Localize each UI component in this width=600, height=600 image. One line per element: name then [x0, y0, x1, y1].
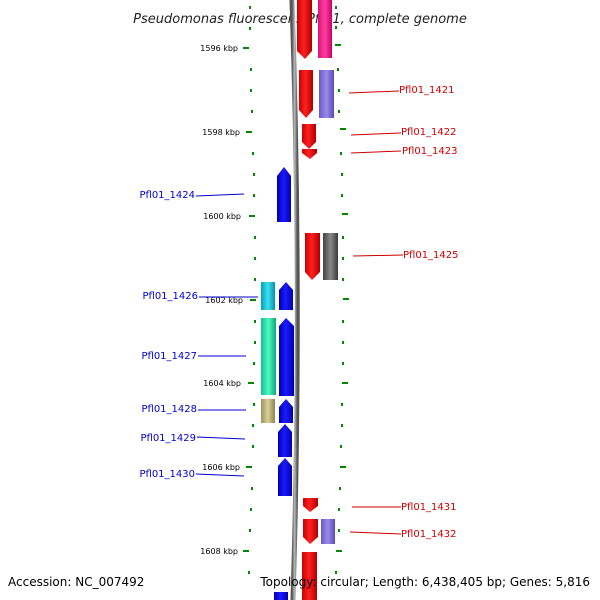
gene-arrow[interactable]	[278, 458, 292, 496]
gene-label-pfl01-1422[interactable]: Pfl01_1422	[401, 127, 457, 138]
gene-label-pfl01-1429[interactable]: Pfl01_1429	[140, 433, 196, 444]
left-ticks	[243, 6, 256, 574]
gene-label-pfl01-1426[interactable]: Pfl01_1426	[142, 291, 198, 302]
feature-box[interactable]	[321, 519, 335, 544]
gene-arrow[interactable]	[279, 282, 293, 310]
feature-box[interactable]	[261, 318, 276, 395]
gene-arrow[interactable]	[303, 519, 318, 544]
feature-box[interactable]	[302, 552, 317, 600]
reverse-gene-labels: Pfl01_1424 Pfl01_1426 Pfl01_1427 Pfl01_1…	[139, 190, 258, 480]
right-ticks	[335, 6, 349, 574]
gene-label-pfl01-1421[interactable]: Pfl01_1421	[399, 85, 455, 96]
major-tick	[243, 47, 249, 49]
major-tick	[246, 466, 252, 468]
feature-box[interactable]	[319, 70, 334, 118]
gene-arrow[interactable]	[279, 399, 293, 423]
position-label: 1606 kbp	[202, 463, 240, 472]
major-tick	[340, 128, 346, 130]
gene-label-pfl01-1427[interactable]: Pfl01_1427	[141, 351, 197, 362]
leader-line	[348, 90, 400, 94]
leader-line	[195, 473, 245, 477]
tick-marks	[243, 6, 349, 574]
genome-backbone	[289, 0, 300, 600]
forward-gene-labels: Pfl01_1421 Pfl01_1422 Pfl01_1423 Pfl01_1…	[348, 85, 459, 540]
major-tick	[246, 131, 252, 133]
gene-arrow[interactable]	[279, 318, 294, 396]
feature-box[interactable]	[261, 282, 275, 310]
position-label: 1604 kbp	[203, 379, 241, 388]
leader-line	[349, 531, 402, 535]
gene-label-pfl01-1430[interactable]: Pfl01_1430	[139, 469, 195, 480]
position-label: 1602 kbp	[205, 296, 243, 305]
gene-arrow[interactable]	[299, 70, 313, 118]
leader-line	[352, 254, 404, 257]
position-label: 1600 kbp	[203, 212, 241, 221]
leader-line	[350, 132, 402, 136]
gene-arrow[interactable]	[303, 498, 318, 512]
forward-strand-features	[297, 0, 338, 600]
gene-label-pfl01-1428[interactable]: Pfl01_1428	[141, 404, 197, 415]
position-label: 1608 kbp	[200, 547, 238, 556]
leader-line	[196, 436, 246, 440]
gene-arrow[interactable]	[278, 424, 292, 457]
gene-arrow[interactable]	[297, 0, 312, 59]
feature-box[interactable]	[274, 592, 288, 600]
gene-arrow[interactable]	[277, 167, 291, 222]
major-tick	[243, 550, 249, 552]
major-tick	[343, 298, 349, 300]
major-tick	[342, 382, 348, 384]
gene-label-pfl01-1424[interactable]: Pfl01_1424	[139, 190, 195, 201]
major-tick	[336, 550, 342, 552]
leader-line	[350, 150, 402, 154]
feature-box[interactable]	[318, 0, 332, 58]
major-tick	[248, 382, 254, 384]
position-labels: 1596 kbp 1598 kbp 1600 kbp 1602 kbp 1604…	[200, 44, 243, 556]
gene-arrow[interactable]	[305, 233, 320, 280]
major-tick	[342, 213, 348, 215]
major-tick	[250, 299, 256, 301]
major-tick	[335, 44, 341, 46]
gene-label-pfl01-1425[interactable]: Pfl01_1425	[403, 250, 459, 261]
gene-arrow[interactable]	[302, 149, 317, 159]
feature-box[interactable]	[323, 233, 338, 280]
feature-box[interactable]	[261, 399, 275, 423]
reverse-strand-features	[261, 167, 294, 600]
position-label: 1598 kbp	[202, 128, 240, 137]
position-label: 1596 kbp	[200, 44, 238, 53]
leader-line	[195, 193, 245, 197]
gene-arrow[interactable]	[302, 124, 316, 149]
gene-label-pfl01-1423[interactable]: Pfl01_1423	[402, 146, 458, 157]
accession-text: Accession: NC_007492	[8, 575, 144, 589]
topology-text: Topology: circular; Length: 6,438,405 bp…	[259, 575, 590, 589]
gene-label-pfl01-1432[interactable]: Pfl01_1432	[401, 529, 457, 540]
major-tick	[340, 466, 346, 468]
gene-label-pfl01-1431[interactable]: Pfl01_1431	[401, 502, 457, 513]
major-tick	[249, 215, 255, 217]
